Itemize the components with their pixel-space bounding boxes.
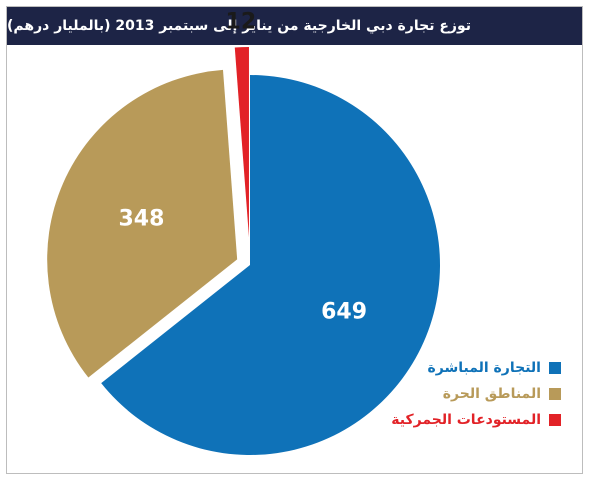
legend-label: التجارة المباشرة [427, 360, 541, 376]
legend-swatch [549, 414, 561, 426]
data-label-direct-trade: 649 [321, 299, 367, 324]
legend-label: المستودعات الجمركية [391, 412, 541, 428]
pie-slice-customs-warehouses [234, 47, 249, 238]
chart-title: توزع تجارة دبي الخارجية من يناير إلى سبت… [7, 7, 582, 45]
legend-swatch [549, 362, 561, 374]
legend-label: المناطق الحرة [442, 386, 541, 402]
data-label-customs-warehouses: 12 [226, 10, 257, 35]
pie-slice-free-zones [47, 69, 238, 378]
legend-item-customs-warehouses: المستودعات الجمركية [391, 407, 561, 433]
data-label-free-zones: 348 [118, 206, 164, 231]
chart-legend: التجارة المباشرة المناطق الحرة المستودعات … [391, 355, 561, 433]
legend-swatch [549, 388, 561, 400]
legend-item-free-zones: المناطق الحرة [391, 381, 561, 407]
pie-slice-direct-trade [101, 75, 441, 455]
legend-item-direct-trade: التجارة المباشرة [391, 355, 561, 381]
